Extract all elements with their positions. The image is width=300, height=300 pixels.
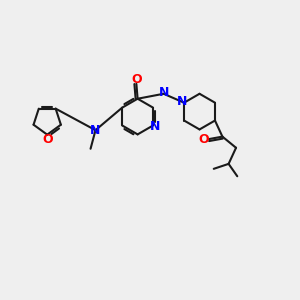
Text: N: N: [176, 95, 187, 108]
Text: O: O: [42, 133, 52, 146]
Text: N: N: [90, 124, 101, 137]
Text: N: N: [150, 120, 161, 133]
Text: N: N: [159, 86, 170, 99]
Text: O: O: [131, 73, 142, 86]
Text: O: O: [199, 133, 209, 146]
